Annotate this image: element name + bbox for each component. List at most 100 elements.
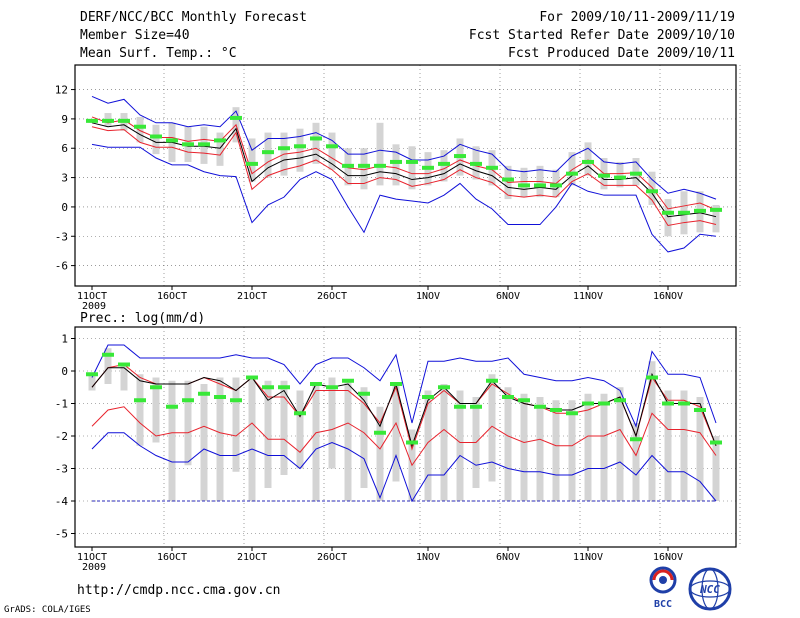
prec-xtick-label: 21OCT	[237, 552, 267, 563]
prec-observed-marker	[438, 385, 450, 390]
temp-observed-marker	[646, 189, 658, 194]
temp-observed-marker	[230, 115, 242, 120]
forecast-period-label: For 2009/10/11-2009/11/19	[539, 10, 735, 25]
temp-spread-box	[520, 167, 528, 198]
temp-xtick-label: 16NOV	[653, 291, 683, 302]
member-size-label: Member Size=40	[80, 28, 190, 43]
forecast-started-label: Fcst Started Refer Date 2009/10/10	[468, 28, 735, 43]
prec-xtick-label: 16NOV	[653, 552, 683, 563]
prec-spread-box	[152, 377, 160, 443]
temp-ytick-label: 12	[55, 84, 68, 97]
prec-ytick-label: -3	[55, 463, 68, 476]
prec-xtick-label: 26OCT	[317, 552, 347, 563]
temp-spread-box	[152, 124, 160, 155]
prec-spread-box	[616, 387, 624, 501]
ncc-logo-text: NCC	[699, 583, 720, 596]
prec-observed-marker	[358, 391, 370, 396]
bcc-logo-ring	[649, 566, 677, 594]
prec-observed-marker	[422, 395, 434, 399]
prec-observed-marker	[246, 375, 258, 380]
prec-observed-marker	[678, 401, 690, 406]
temp-observed-marker	[470, 161, 482, 166]
temp-xtick-label: 21OCT	[237, 291, 267, 302]
temp-spread-box	[216, 132, 224, 166]
temp-spread-box	[312, 122, 320, 164]
prec-spread-box	[264, 380, 272, 488]
temp-spread-box	[296, 128, 304, 172]
temp-ensemble-upper-line	[91, 116, 717, 211]
prec-spread-box	[232, 377, 240, 472]
temp-observed-marker	[326, 144, 338, 149]
variable-label: Mean Surf. Temp.: °C	[80, 46, 237, 61]
temp-observed-marker	[518, 183, 530, 188]
prec-observed-marker	[518, 398, 530, 403]
prec-observed-marker	[614, 398, 626, 403]
temp-spread-box	[648, 171, 656, 205]
temp-observed-marker	[406, 159, 418, 164]
prec-xtick-label: 1NOV	[416, 552, 440, 563]
prec-observed-marker	[502, 395, 514, 399]
temp-observed-marker	[182, 142, 194, 147]
prec-spread-box	[632, 423, 640, 501]
prec-ytick-label: -4	[55, 495, 69, 508]
prec-observed-marker	[198, 391, 210, 396]
prec-year-label: 2009	[82, 562, 106, 573]
prec-spread-box	[360, 387, 368, 488]
temp-ytick-label: 3	[61, 172, 68, 185]
prec-spread-box	[104, 348, 112, 384]
prec-observed-marker	[166, 404, 178, 409]
temp-observed-marker	[614, 175, 626, 180]
prec-observed-marker	[582, 401, 594, 406]
temp-observed-marker	[486, 165, 498, 170]
grads-credit: GrADS: COLA/IGES	[4, 605, 91, 615]
temp-observed-marker	[390, 159, 402, 164]
temp-observed-marker	[678, 210, 690, 215]
temp-observed-marker	[342, 163, 354, 168]
prec-spread-box	[136, 374, 144, 446]
temp-observed-marker	[358, 163, 370, 168]
temp-spread-box	[376, 122, 384, 186]
temp-spread-box	[328, 132, 336, 170]
temp-observed-marker	[262, 150, 274, 155]
prec-spread-box	[88, 374, 96, 391]
temp-spread-box	[712, 204, 720, 233]
temp-ytick-label: -3	[55, 230, 68, 243]
temp-observed-marker	[598, 173, 610, 178]
source-url[interactable]: http://cmdp.ncc.cma.gov.cn	[77, 583, 281, 598]
prec-observed-marker	[486, 378, 498, 383]
ncc-logo-latitude	[689, 580, 731, 598]
prec-observed-marker	[310, 382, 322, 386]
prec-frame	[74, 326, 737, 548]
prec-ytick-label: -1	[55, 398, 68, 411]
prec-observed-marker	[118, 362, 130, 367]
temp-observed-marker	[102, 118, 114, 123]
prec-spread-box	[424, 390, 432, 501]
temp-observed-marker	[566, 171, 578, 176]
prec-spread-box	[296, 390, 304, 469]
prec-spread-box	[568, 400, 576, 501]
prec-spread-box	[184, 380, 192, 466]
temp-observed-marker	[534, 183, 546, 188]
prec-spread-box	[168, 380, 176, 501]
temp-spread-box	[392, 144, 400, 186]
temp-observed-marker	[118, 118, 130, 123]
ncc-logo: NCC	[688, 567, 732, 611]
temp-spread-box	[408, 146, 416, 190]
prec-ytick-label: 1	[61, 333, 68, 346]
forecast-produced-label: Fcst Produced Date 2009/10/11	[508, 46, 735, 61]
temp-xtick-label: 16OCT	[157, 291, 187, 302]
prec-spread-box	[520, 393, 528, 501]
prec-spread-box	[200, 384, 208, 501]
prec-spread-box	[344, 380, 352, 501]
temp-observed-marker	[662, 210, 674, 215]
prec-observed-marker	[598, 401, 610, 406]
prec-spread-box	[648, 361, 656, 501]
temp-observed-marker	[630, 171, 642, 176]
prec-spread-box	[488, 374, 496, 482]
prec-xtick-label: 6NOV	[496, 552, 520, 563]
prec-spread-box	[392, 384, 400, 482]
prec-ensemble-max-line	[91, 344, 717, 428]
temp-frame	[74, 64, 737, 287]
